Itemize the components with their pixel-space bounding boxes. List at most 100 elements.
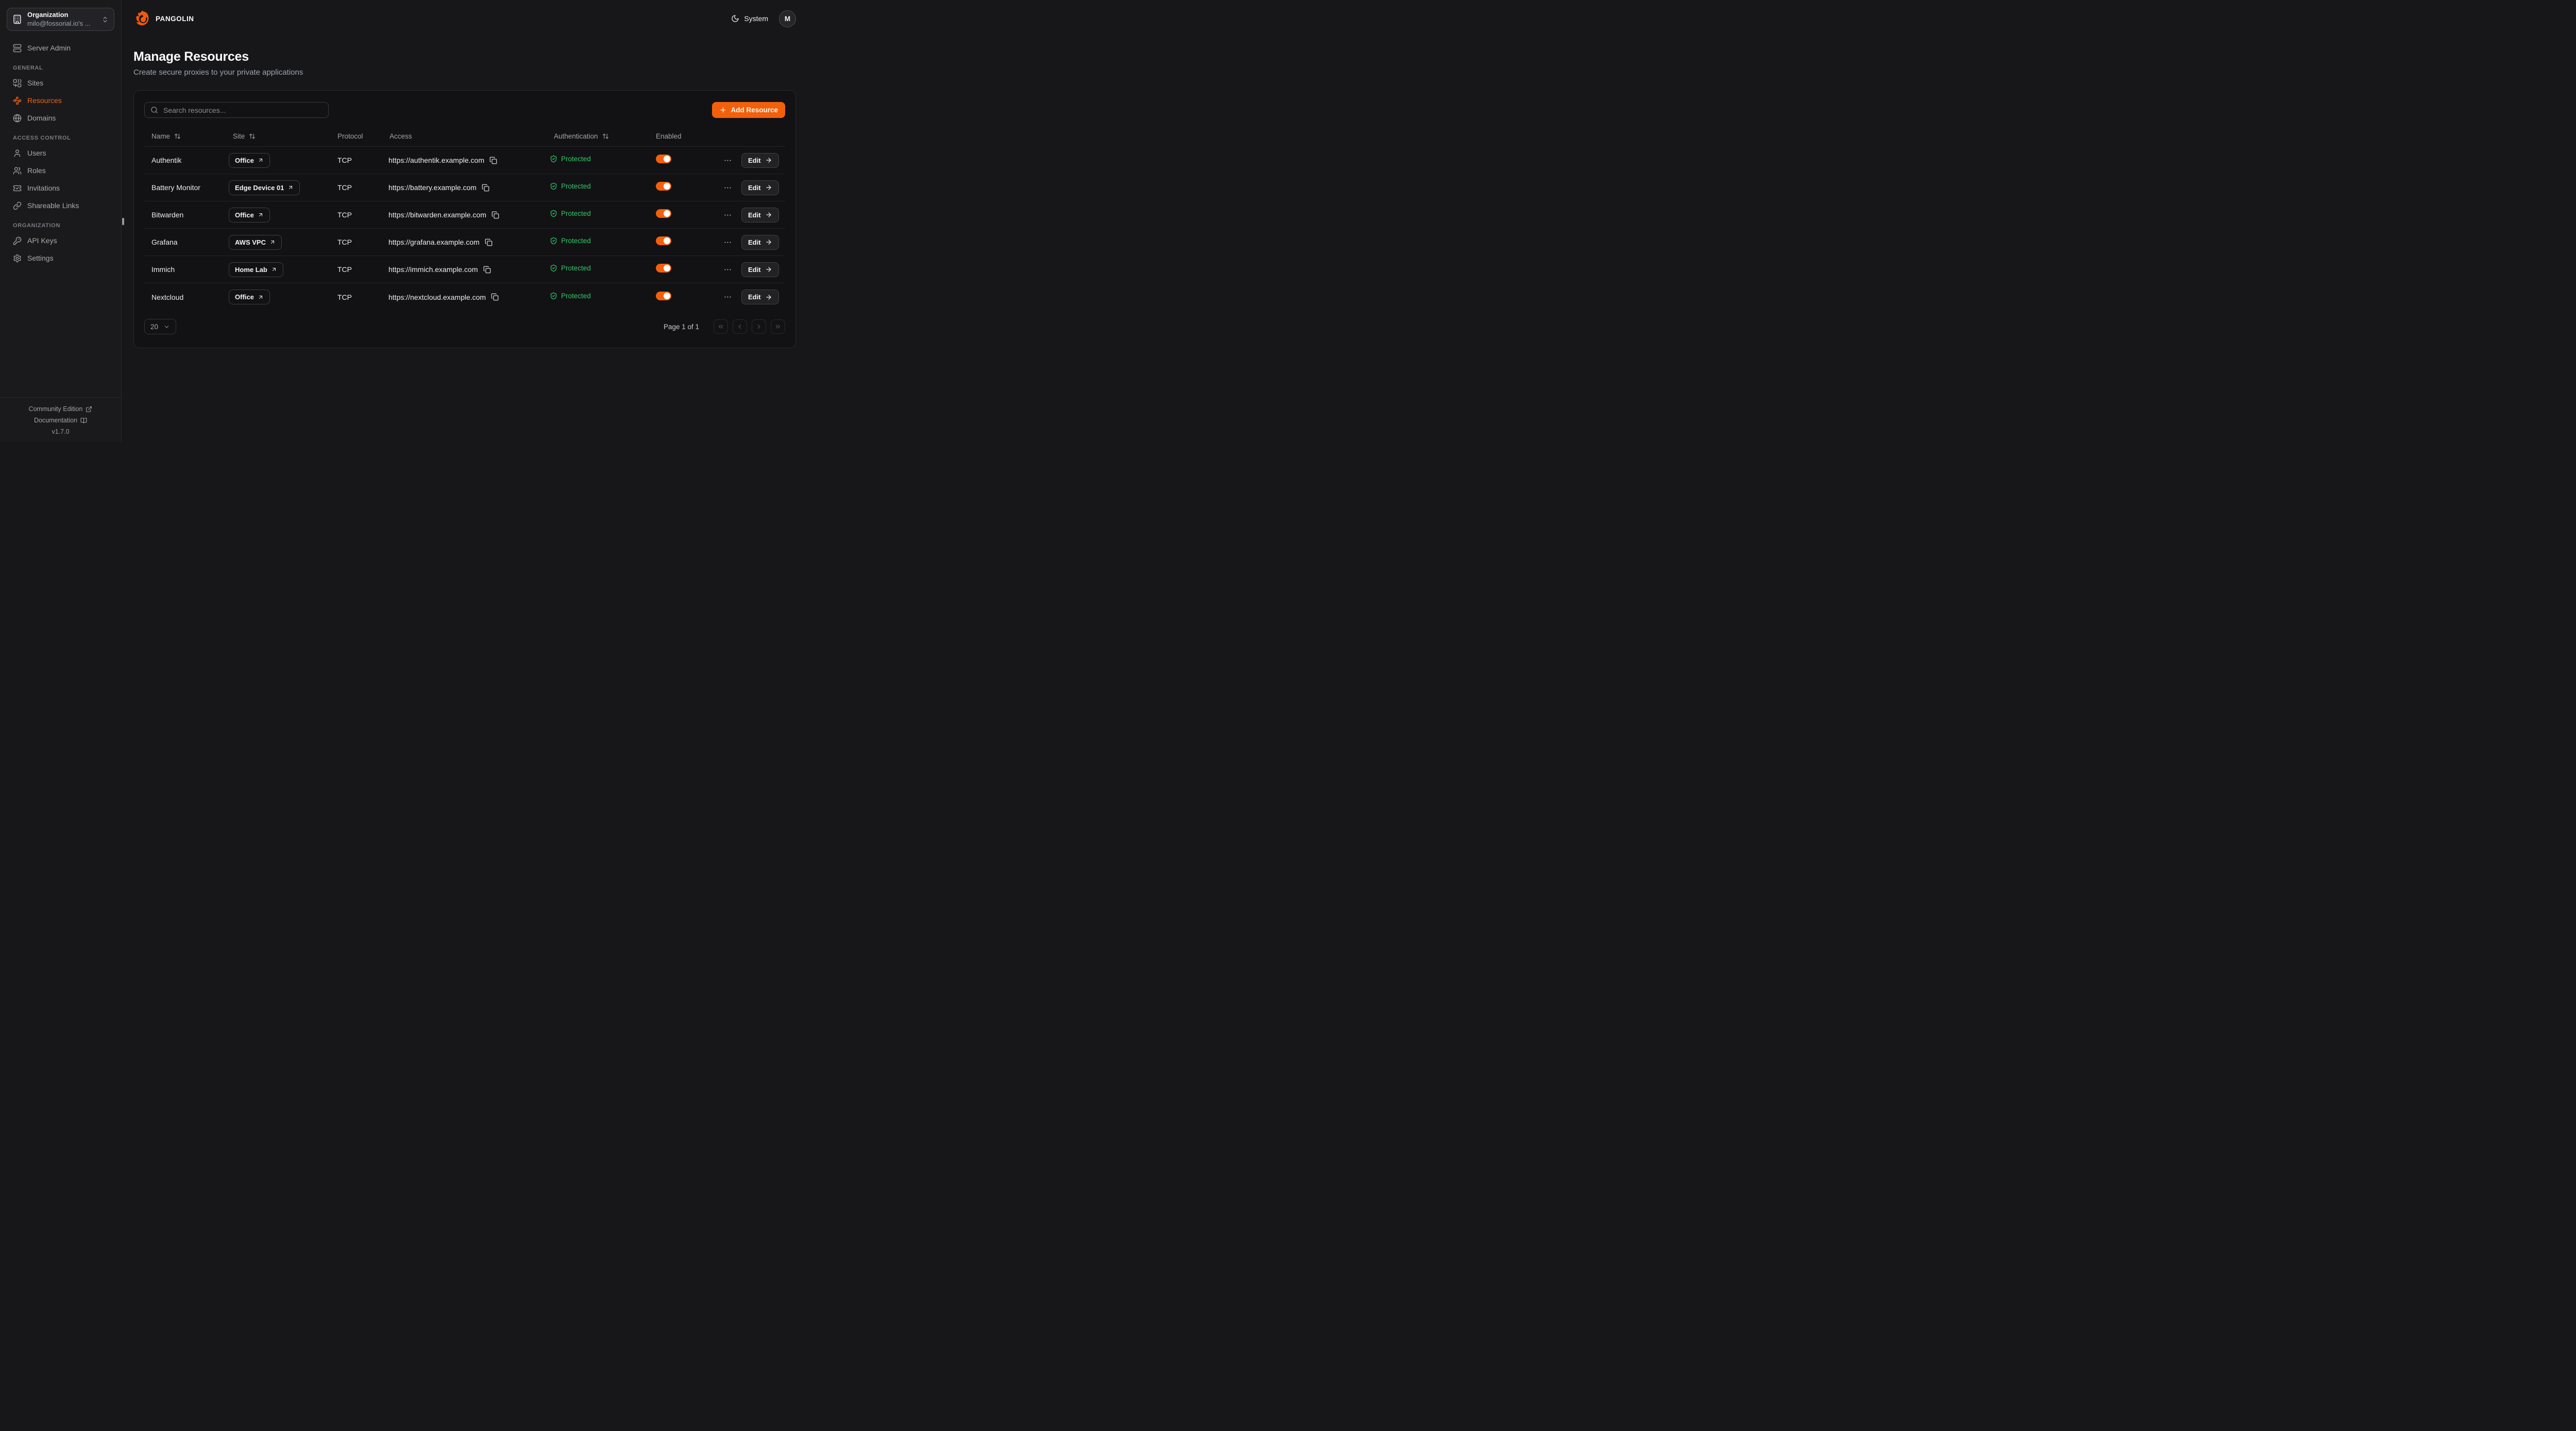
sidebar-item-invitations[interactable]: Invitations [7,179,114,197]
enabled-toggle[interactable] [656,182,671,191]
sidebar-item-label: Invitations [27,184,60,192]
enabled-toggle[interactable] [656,291,671,300]
enabled-toggle[interactable] [656,209,671,218]
table-body: Authentik Office TCP https://authentik.exam… [144,147,785,311]
sidebar-item-roles[interactable]: Roles [7,162,114,179]
resource-name: Nextcloud [151,293,184,301]
site-link-button[interactable]: Office [229,152,270,168]
protocol-value: TCP [337,211,352,219]
add-resource-button[interactable]: Add Resource [712,102,785,118]
user-avatar[interactable]: M [779,10,796,27]
sidebar-footer: Community Edition Documentation v1.7.0 [0,397,121,442]
row-menu-button[interactable] [722,182,733,193]
plus-icon [719,106,727,114]
auth-status-badge: Protected [550,264,591,272]
copy-url-button[interactable] [491,293,499,301]
copy-url-button[interactable] [492,211,499,219]
edit-button[interactable]: Edit [741,180,779,195]
pager-buttons [714,319,785,334]
enabled-toggle[interactable] [656,264,671,272]
page-header: Manage Resources Create secure proxies t… [133,49,796,77]
copy-url-button[interactable] [489,157,497,164]
enabled-toggle[interactable] [656,155,671,163]
sort-button-site[interactable]: Site [229,129,260,144]
resource-name: Immich [151,265,175,274]
edit-button[interactable]: Edit [741,262,779,277]
row-menu-button[interactable] [722,210,733,220]
last-page-button[interactable] [771,319,785,334]
row-menu-button[interactable] [722,155,733,166]
sidebar-section-title: ACCESS CONTROL [13,135,71,141]
sidebar-item-api-keys[interactable]: API Keys [7,232,114,249]
copy-url-button[interactable] [485,238,493,246]
chevrons-right-icon [774,323,782,330]
edit-button[interactable]: Edit [741,234,779,250]
sort-arrows-icon [174,133,181,140]
column-header-access: Access [389,132,412,140]
page-size-value: 20 [150,322,159,331]
brand-name: PANGOLIN [156,14,194,23]
combine-icon [13,79,22,88]
sidebar-item-label: Resources [27,96,62,105]
next-page-button[interactable] [752,319,766,334]
resource-name: Battery Monitor [151,183,200,192]
book-open-icon [80,417,87,424]
auth-status-badge: Protected [550,182,591,190]
auth-status-badge: Protected [550,155,591,163]
arrow-right-icon [765,266,772,273]
table-header-row: Name Site Protocol Access Authentication Enab… [144,126,785,147]
sidebar-section-title: GENERAL [13,65,43,71]
access-url: https://bitwarden.example.com [388,211,486,219]
sidebar-sections: GENERAL Sites Resources Domains ACCESS CONTR… [7,62,114,267]
row-menu-button[interactable] [722,264,733,275]
table-row: Authentik Office TCP https://authentik.exam… [144,147,785,174]
resource-name: Authentik [151,156,182,164]
sidebar-item-shareable-links[interactable]: Shareable Links [7,197,114,214]
org-selector[interactable]: Organization milo@fossorial.io's ... [7,8,114,31]
protocol-value: TCP [337,183,352,192]
arrow-up-right-icon [258,212,264,218]
sort-button-name[interactable]: Name [147,129,185,144]
org-selector-label: Organization [27,11,69,19]
theme-toggle-button[interactable]: System [731,14,768,23]
sort-button-authentication[interactable]: Authentication [550,129,613,144]
sidebar-item-settings[interactable]: Settings [7,249,114,267]
previous-page-button[interactable] [733,319,747,334]
ellipsis-icon [723,183,732,192]
copy-url-button[interactable] [482,184,489,192]
site-link-button[interactable]: Home Lab [229,262,283,277]
site-link-button[interactable]: AWS VPC [229,234,282,250]
shield-check-icon [550,182,557,190]
row-menu-button[interactable] [722,292,733,302]
edit-button[interactable]: Edit [741,152,779,168]
community-edition-link[interactable]: Community Edition [4,403,117,415]
search-input[interactable] [144,102,329,118]
site-link-button[interactable]: Edge Device 01 [229,180,300,195]
enabled-toggle[interactable] [656,236,671,245]
arrow-right-icon [765,238,772,246]
site-link-button[interactable]: Office [229,289,270,304]
edit-button[interactable]: Edit [741,289,779,304]
row-menu-button[interactable] [722,237,733,248]
copy-url-button[interactable] [483,266,491,274]
page-size-select[interactable]: 20 [144,319,177,334]
shield-check-icon [550,237,557,245]
documentation-link[interactable]: Documentation [4,415,117,426]
arrow-up-right-icon [258,294,264,300]
sidebar-standalone-nav: Server Admin [7,39,114,57]
auth-status-badge: Protected [550,210,591,217]
edit-button[interactable]: Edit [741,207,779,223]
sidebar-item-sites[interactable]: Sites [7,74,114,92]
waypoints-icon [13,96,22,105]
copy-icon [483,266,491,274]
sidebar: Organization milo@fossorial.io's ... Ser… [0,0,124,442]
sidebar-resize-handle[interactable] [122,218,124,225]
sidebar-item-domains[interactable]: Domains [7,109,114,127]
first-page-button[interactable] [714,319,728,334]
card-toolbar: Add Resource [144,102,785,118]
sidebar-item-resources[interactable]: Resources [7,92,114,109]
site-link-button[interactable]: Office [229,207,270,223]
column-header-enabled: Enabled [656,132,682,140]
sidebar-item-server-admin[interactable]: Server Admin [7,39,114,57]
sidebar-item-users[interactable]: Users [7,144,114,162]
